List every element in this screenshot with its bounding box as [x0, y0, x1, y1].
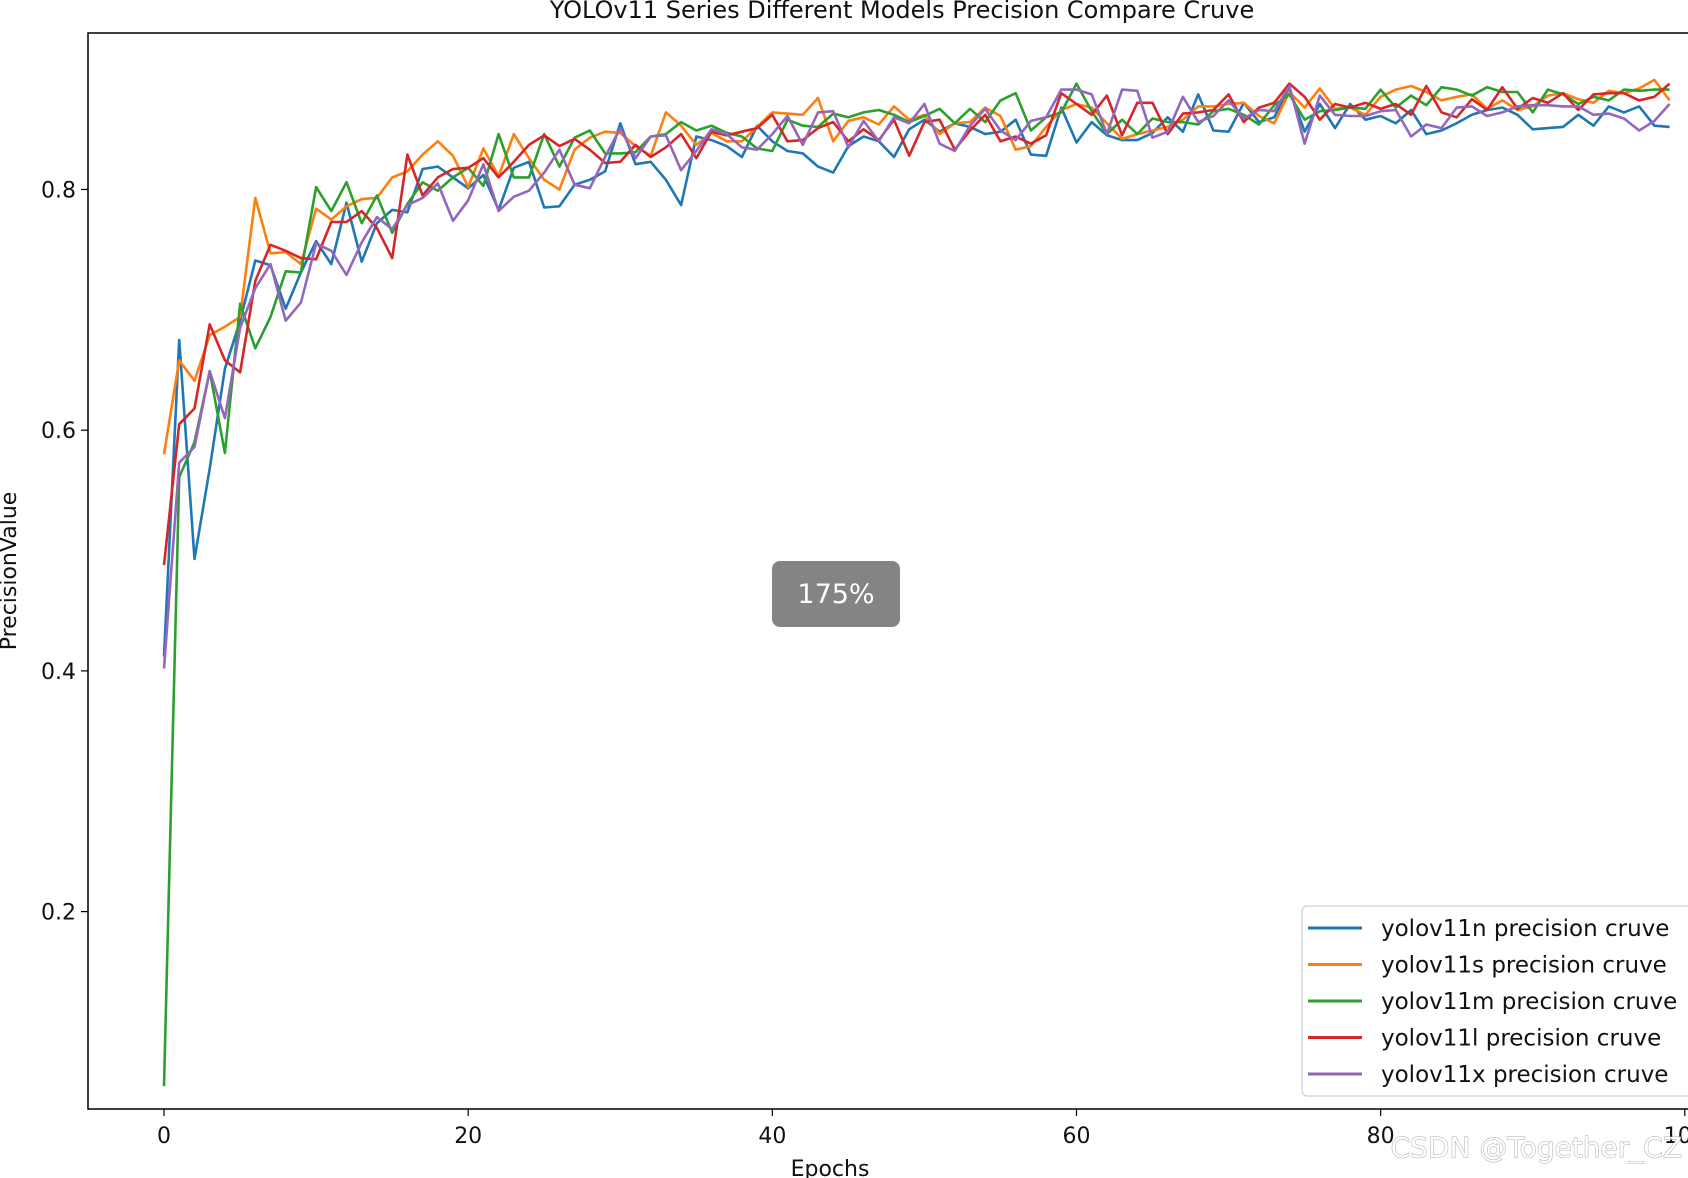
x-tick-label: 80	[1367, 1124, 1395, 1149]
legend: yolov11n precision cruve yolov11s precisi…	[1301, 905, 1688, 1097]
plot-frame	[87, 32, 1688, 1110]
series-line-1	[162, 87, 1670, 657]
series-line-2	[162, 78, 1671, 455]
y-tick-label: 0.6	[41, 419, 76, 444]
zoom-level-toast: 175%	[772, 561, 900, 627]
series-line-4	[162, 82, 1671, 566]
x-axis-title: Epochs	[791, 1157, 870, 1178]
x-tick-label: 20	[454, 1124, 482, 1149]
chart-title: YOLOv11 Series Different Models Precisio…	[549, 0, 1254, 24]
legend-label: yolov11x precision cruve	[1381, 1062, 1668, 1088]
x-axis: 0 20 40 60 80 100	[157, 1109, 1688, 1149]
y-tick-label: 0.8	[41, 178, 76, 203]
x-tick-label: 60	[1062, 1124, 1090, 1149]
plot-area	[162, 78, 1671, 1087]
y-tick-label: 0.2	[41, 901, 76, 926]
legend-box	[1301, 905, 1688, 1097]
series-line-5	[162, 84, 1671, 669]
x-tick-label: 0	[157, 1124, 171, 1149]
legend-label: yolov11n precision cruve	[1381, 916, 1669, 942]
y-axis-title: PrecisionValue	[0, 492, 22, 651]
y-tick-label: 0.4	[41, 660, 76, 685]
legend-label: yolov11m precision cruve	[1381, 989, 1677, 1015]
legend-label: yolov11l precision cruve	[1381, 1026, 1661, 1052]
watermark: CSDN @Together_CZ	[1391, 1131, 1682, 1164]
y-axis: 0.2 0.4 0.6 0.8	[41, 178, 88, 926]
legend-label: yolov11s precision cruve	[1381, 953, 1667, 979]
x-tick-label: 100	[1664, 1124, 1688, 1149]
x-tick-label: 40	[758, 1124, 786, 1149]
